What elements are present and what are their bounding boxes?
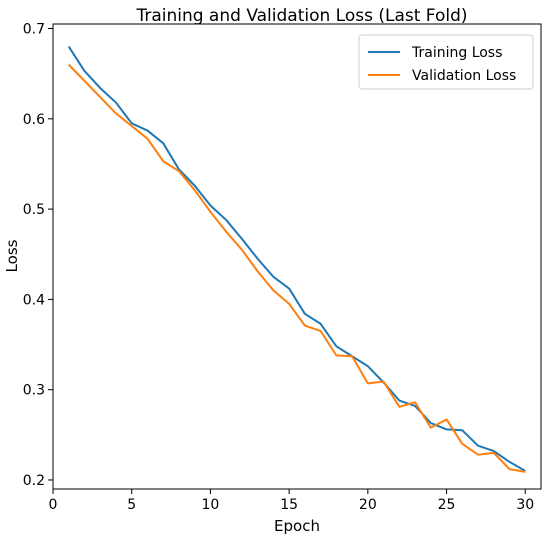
- series-lines: [67, 46, 526, 473]
- x-axis-label: Epoch: [274, 517, 320, 535]
- plot-area: [52, 23, 542, 490]
- x-tick-label: 10: [202, 497, 220, 513]
- y-axis: 0.2 0.3 0.4 0.5 0.6 0.7: [23, 22, 53, 489]
- x-tick-label: 0: [49, 497, 58, 513]
- y-tick-label: 0.3: [23, 383, 45, 399]
- legend: Training Loss Validation Loss: [358, 34, 534, 90]
- series-line-training-loss: [67, 46, 526, 472]
- y-tick-label: 0.4: [23, 292, 45, 308]
- chart-title: Training and Validation Loss (Last Fold): [135, 6, 467, 26]
- y-tick-label: 0.7: [23, 22, 45, 38]
- legend-label: Training Loss: [411, 45, 502, 61]
- legend-box: [358, 34, 534, 90]
- x-tick-label: 5: [127, 497, 136, 513]
- y-axis-label: Loss: [3, 239, 21, 272]
- legend-label: Validation Loss: [412, 68, 516, 84]
- y-tick-label: 0.5: [23, 202, 45, 218]
- x-axis: 0 5 10 15 20 25 30: [49, 489, 534, 513]
- x-tick-label: 20: [359, 497, 377, 513]
- y-tick-label: 0.6: [23, 112, 45, 128]
- series-line-validation-loss: [68, 63, 526, 473]
- x-tick-label: 30: [516, 497, 534, 513]
- x-tick-label: 15: [280, 497, 298, 513]
- y-tick-label: 0.2: [23, 473, 45, 489]
- x-tick-label: 25: [438, 497, 456, 513]
